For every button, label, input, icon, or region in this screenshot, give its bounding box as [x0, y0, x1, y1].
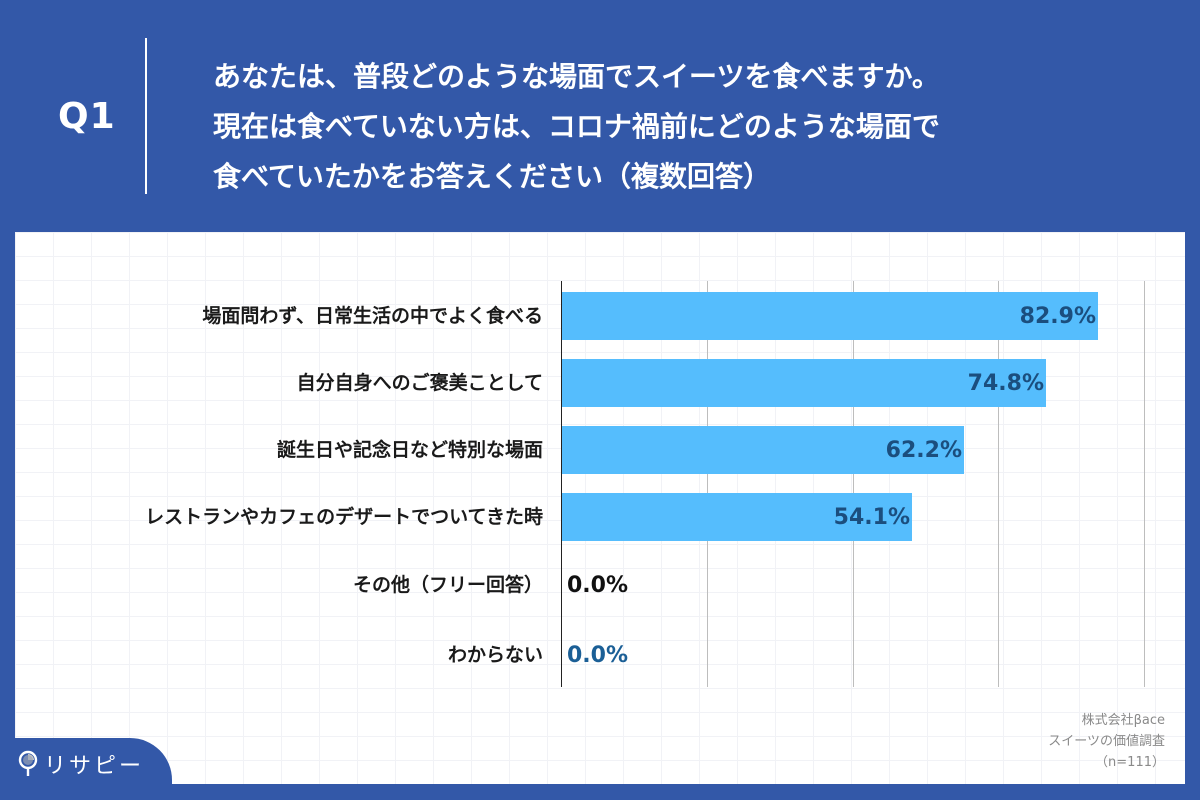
source-survey: スイーツの価値調査: [1048, 734, 1165, 749]
source-company: 株式会社βace: [1081, 713, 1165, 728]
question-line-1: あなたは、普段どのような場面でスイーツを食べますか。: [213, 60, 940, 93]
question-line-3: 食べていたかをお答えください（複数回答）: [213, 160, 772, 193]
brand-logo: リサピー: [18, 748, 144, 780]
source-note: 株式会社βace スイーツの価値調査 （n=111）: [1048, 710, 1165, 773]
bottom-border: [0, 784, 1200, 800]
pin-icon: [18, 750, 38, 776]
logo-text: リサピー: [44, 754, 145, 779]
header-divider: [145, 38, 147, 194]
question-text: あなたは、普段どのような場面でスイーツを食べますか。 現在は食べていない方は、コ…: [213, 52, 1173, 202]
chart-panel: [15, 232, 1185, 784]
question-line-2: 現在は食べていない方は、コロナ禍前にどのような場面で: [213, 110, 940, 143]
source-sample-size: （n=111）: [1095, 755, 1165, 770]
question-header: Q1 あなたは、普段どのような場面でスイーツを食べますか。 現在は食べていない方…: [0, 0, 1200, 232]
question-number: Q1: [58, 96, 116, 137]
